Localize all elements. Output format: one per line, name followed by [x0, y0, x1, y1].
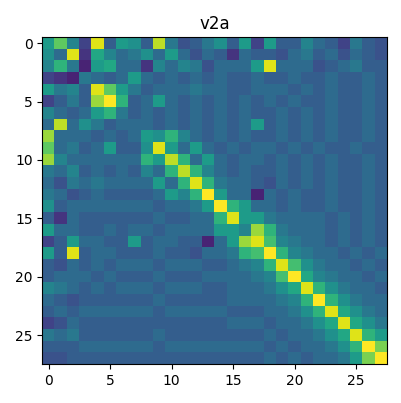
- Title: v2a: v2a: [199, 15, 229, 33]
